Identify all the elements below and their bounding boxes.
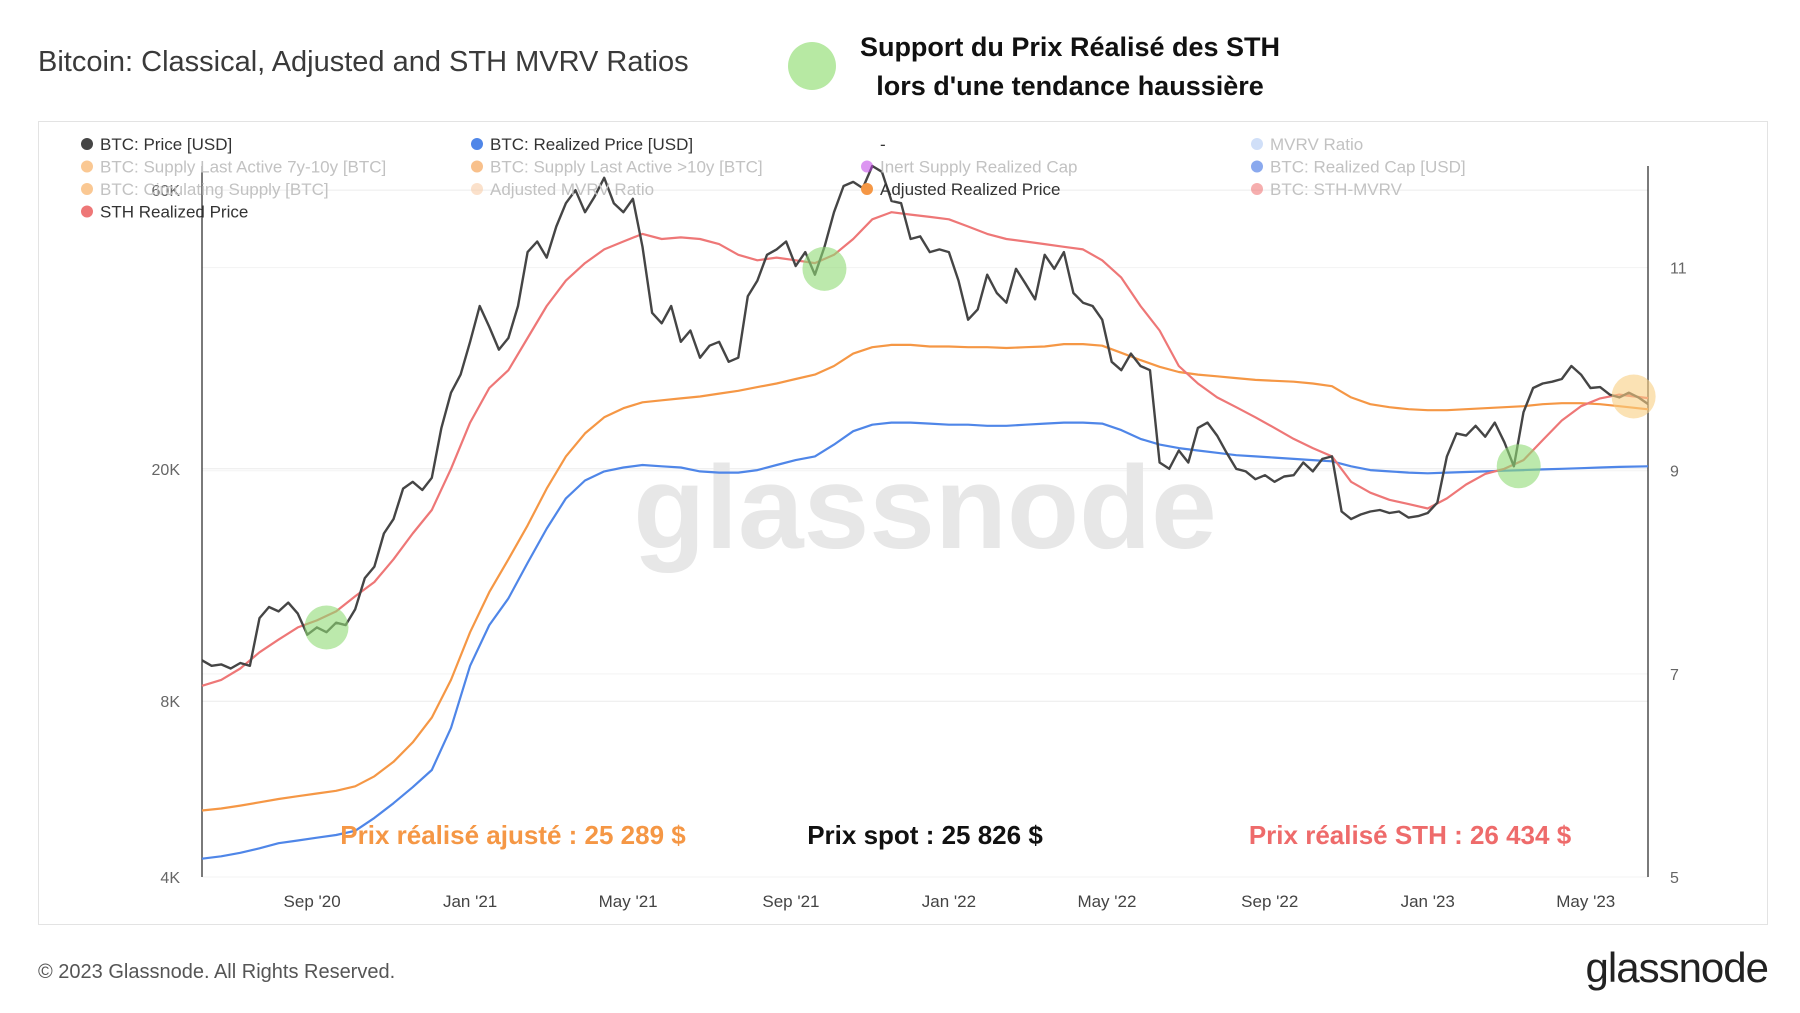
x-tick-may23: May '23 <box>1556 892 1615 911</box>
brand-logo: glassnode <box>1585 944 1769 991</box>
legend-label-2: - <box>880 135 886 154</box>
y-tick-left-8K: 8K <box>160 694 180 711</box>
x-tick-jan23: Jan '23 <box>1401 892 1455 911</box>
chart-frame <box>38 121 1768 925</box>
series-adjusted-realized-price <box>201 343 1649 812</box>
legend-label-5: BTC: Supply Last Active >10y [BTC] <box>490 158 763 177</box>
series-sth-realized-price <box>201 211 1649 687</box>
legend-label-10: Adjusted Realized Price <box>880 180 1060 199</box>
legend-marker-9 <box>471 183 483 195</box>
legend-label-11: BTC: STH-MVRV <box>1270 180 1403 199</box>
legend-marker-6 <box>861 160 873 173</box>
support-marker-mar-2023 <box>1496 444 1541 489</box>
legend-label-3: MVRV Ratio <box>1270 135 1363 154</box>
legend-label-9: Adjusted MVRV Ratio <box>490 180 654 199</box>
value-annotation-1: Prix spot : 25 826 $ <box>807 820 1043 850</box>
x-tick-sep20: Sep '20 <box>284 892 341 911</box>
legend-marker-11 <box>1251 183 1263 195</box>
chart-title: Bitcoin: Classical, Adjusted and STH MVR… <box>38 46 689 78</box>
legend-label-12: STH Realized Price <box>100 203 248 222</box>
legend-label-4: BTC: Supply Last Active 7y-10y [BTC] <box>100 158 386 177</box>
series-btc-realized-price-usd <box>201 421 1649 860</box>
x-tick-may21: May '21 <box>599 892 658 911</box>
y-tick-left-4K: 4K <box>160 870 180 887</box>
y-tick-right-9: 9 <box>1670 464 1679 481</box>
legend-marker-3 <box>1251 138 1263 150</box>
support-legend-dot <box>788 42 836 90</box>
legend-label-6: Inert Supply Realized Cap <box>880 158 1078 177</box>
legend-marker-1 <box>471 138 483 150</box>
copyright: © 2023 Glassnode. All Rights Reserved. <box>38 961 396 983</box>
series-btc-price-usd <box>201 164 1649 670</box>
watermark: glassnode <box>633 442 1217 574</box>
legend-label-8: BTC: Circulating Supply [BTC] <box>100 180 329 199</box>
current-marker-may-2023 <box>1611 374 1656 419</box>
legend-marker-8 <box>81 183 93 195</box>
legend-label-7: BTC: Realized Cap [USD] <box>1270 158 1466 177</box>
legend-marker-10 <box>861 183 873 195</box>
y-tick-right-11: 11 <box>1670 261 1687 278</box>
x-tick-sep22: Sep '22 <box>1241 892 1298 911</box>
value-annotation-2: Prix réalisé STH : 26 434 $ <box>1249 820 1572 850</box>
x-tick-jan21: Jan '21 <box>443 892 497 911</box>
x-tick-sep21: Sep '21 <box>762 892 819 911</box>
y-tick-left-20K: 20K <box>152 462 181 479</box>
x-tick-jan22: Jan '22 <box>922 892 976 911</box>
legend-label-1: BTC: Realized Price [USD] <box>490 135 693 154</box>
y-tick-right-7: 7 <box>1670 667 1679 684</box>
x-tick-may22: May '22 <box>1077 892 1136 911</box>
legend-marker-7 <box>1251 160 1263 173</box>
annotation-line-2: lors d'une tendance haussière <box>876 71 1264 101</box>
value-annotation-0: Prix réalisé ajusté : 25 289 $ <box>340 820 686 850</box>
legend-marker-12 <box>81 205 93 218</box>
annotation-line-1: Support du Prix Réalisé des STH <box>859 32 1281 62</box>
y-tick-left-60K: 60K <box>152 183 181 200</box>
legend-marker-5 <box>471 160 483 173</box>
legend-label-0: BTC: Price [USD] <box>100 135 232 154</box>
support-marker-sep-2020 <box>304 605 349 650</box>
legend-marker-0 <box>81 138 93 150</box>
legend-marker-4 <box>81 160 93 173</box>
y-tick-right-5: 5 <box>1670 870 1679 887</box>
support-marker-oct-2021 <box>802 246 847 291</box>
annotation-callout: Support du Prix Réalisé des STH lors d'u… <box>850 28 1290 106</box>
